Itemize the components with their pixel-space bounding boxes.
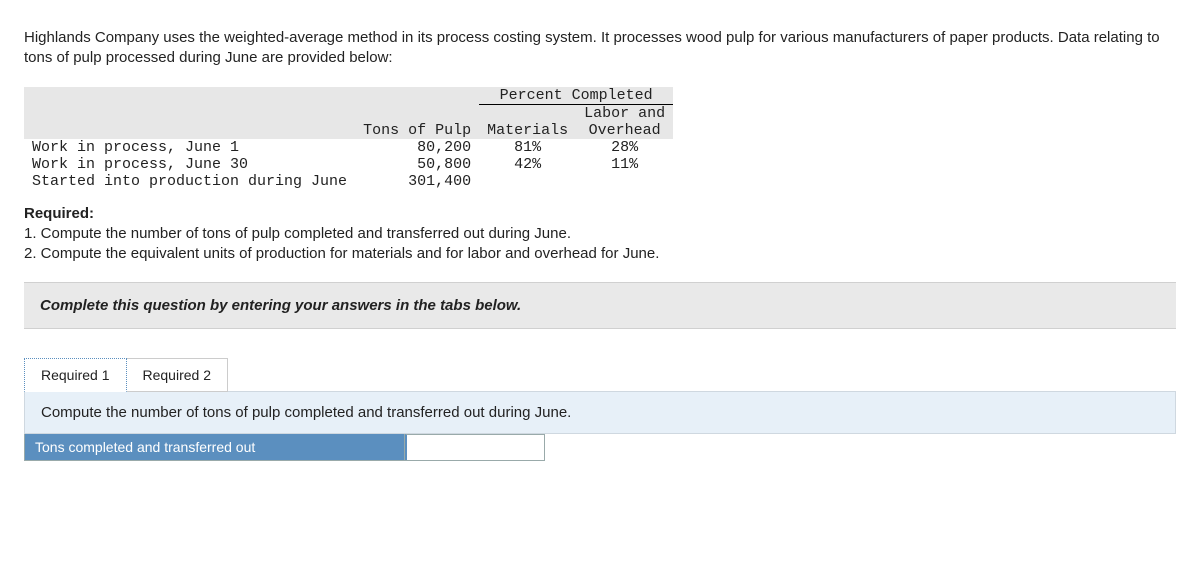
table-row: Work in process, June 1 80,200 81% 28%: [24, 139, 673, 156]
tabs: Required 1 Required 2: [24, 357, 1176, 391]
col-labor: Labor and Overhead: [576, 104, 673, 139]
table-row: Work in process, June 30 50,800 42% 11%: [24, 156, 673, 173]
answer-row: Tons completed and transferred out: [24, 434, 545, 461]
percent-completed-header: Percent Completed: [479, 87, 673, 105]
table-row: Started into production during June 301,…: [24, 173, 673, 190]
required-heading: Required:: [24, 205, 94, 222]
answer-input[interactable]: [405, 434, 545, 460]
col-tons: Tons of Pulp: [355, 104, 479, 139]
tab-required-2[interactable]: Required 2: [127, 358, 229, 392]
answer-label: Tons completed and transferred out: [25, 434, 405, 460]
instruction-band: Complete this question by entering your …: [24, 282, 1176, 329]
tab-prompt: Compute the number of tons of pulp compl…: [41, 404, 571, 421]
required-item: 1. Compute the number of tons of pulp co…: [24, 225, 571, 242]
required-section: Required: 1. Compute the number of tons …: [24, 204, 1176, 265]
col-materials: Materials: [479, 104, 576, 139]
data-table: Percent Completed Tons of Pulp Materials…: [24, 87, 1176, 190]
tab-required-1[interactable]: Required 1: [24, 358, 127, 392]
problem-intro: Highlands Company uses the weighted-aver…: [24, 28, 1176, 69]
tab-body: Compute the number of tons of pulp compl…: [24, 391, 1176, 434]
required-item: 2. Compute the equivalent units of produ…: [24, 245, 659, 262]
